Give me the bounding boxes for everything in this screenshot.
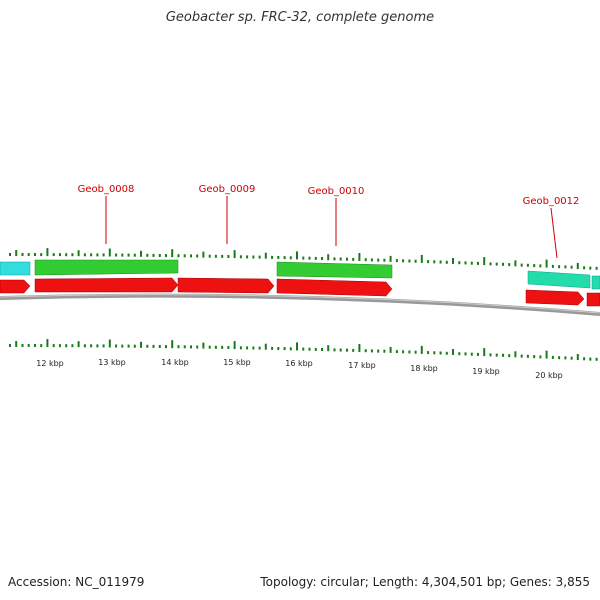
- scale-label-15kbp: 15 kbp: [223, 358, 251, 367]
- accession-label: Accession: NC_011979: [8, 575, 145, 589]
- cds-forward-geob-0008[interactable]: [34, 259, 179, 276]
- scale-label-16kbp: 16 kbp: [285, 359, 313, 368]
- gene-leader-geob-0012: [550, 207, 558, 259]
- outer-tick-marks: [9, 339, 598, 361]
- cds-forward-geob-0010[interactable]: [276, 261, 393, 279]
- scale-label-18kbp: 18 kbp: [410, 364, 438, 373]
- cds-reverse-1[interactable]: [0, 279, 31, 294]
- backbone-line-highlight: [0, 294, 600, 314]
- cds-reverse-2[interactable]: [34, 277, 179, 293]
- gene-label-geob-0009[interactable]: Geob_0009: [199, 184, 256, 195]
- cds-forward-light[interactable]: [0, 261, 31, 276]
- scale-label-13kbp: 13 kbp: [98, 358, 126, 367]
- gene-label-geob-0010[interactable]: Geob_0010: [308, 186, 365, 197]
- cds-reverse-6[interactable]: [586, 292, 600, 307]
- gene-label-geob-0012[interactable]: Geob_0012: [523, 196, 580, 207]
- scale-label-20kbp: 20 kbp: [535, 371, 563, 380]
- scale-label-19kbp: 19 kbp: [472, 367, 500, 376]
- scale-label-17kbp: 17 kbp: [348, 361, 376, 370]
- cds-reverse-5[interactable]: [525, 289, 585, 306]
- scale-label-14kbp: 14 kbp: [161, 358, 189, 367]
- inner-tick-marks: [9, 248, 598, 270]
- genome-title: Geobacter sp. FRC-32, complete genome: [165, 10, 435, 25]
- cds-reverse-3[interactable]: [177, 277, 275, 294]
- cds-forward-edge[interactable]: [591, 275, 600, 290]
- gene-label-geob-0008[interactable]: Geob_0008: [78, 184, 135, 195]
- cds-forward-geob-0012[interactable]: [527, 270, 591, 289]
- scale-label-12kbp: 12 kbp: [36, 359, 64, 368]
- cds-reverse-4[interactable]: [276, 278, 393, 297]
- genome-summary: Topology: circular; Length: 4,304,501 bp…: [260, 575, 590, 589]
- backbone-line: [0, 293, 600, 316]
